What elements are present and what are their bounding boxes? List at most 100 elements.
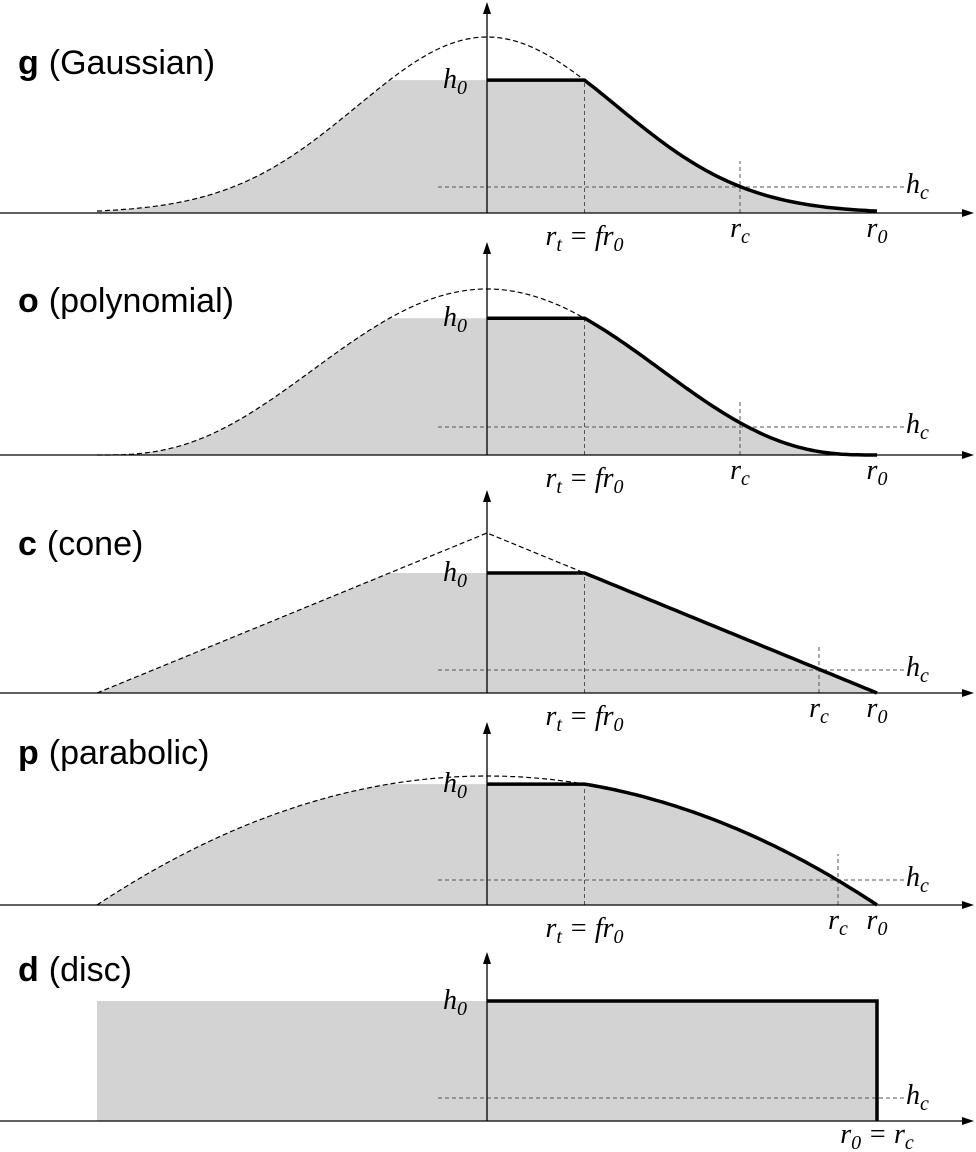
y-arrow (483, 242, 491, 254)
label-subscript: c (920, 1093, 929, 1115)
label-subscript: c (920, 182, 929, 204)
label-subscript: c (905, 1132, 914, 1152)
panel-name: (cone) (47, 525, 143, 563)
panel-name: (parabolic) (49, 734, 210, 772)
label: hc (906, 409, 929, 443)
x-arrow (962, 901, 974, 909)
label: rc (828, 905, 848, 939)
label-subscript: 0 (614, 476, 624, 498)
label-subscript: 0 (614, 714, 624, 736)
label-text: r (867, 213, 878, 244)
label-subscript: c (920, 422, 929, 444)
label-subscript: c (820, 706, 829, 728)
label-subscript: c (920, 875, 929, 897)
label-subscript: 0 (457, 781, 467, 803)
label: rc (809, 693, 829, 727)
truncated-profile (487, 316, 877, 457)
label-text: = fr (562, 913, 614, 944)
label-text: h (443, 303, 457, 334)
x-arrow (962, 1117, 974, 1125)
label-subscript: 0 (457, 998, 467, 1020)
label-subscript: 0 (877, 918, 887, 940)
label-text: h (443, 985, 457, 1016)
label-text: r (730, 213, 741, 244)
truncated-profile (487, 999, 879, 1121)
label-text: r (867, 693, 878, 724)
label-subscript: 0 (877, 226, 887, 248)
label-subscript: c (741, 468, 750, 490)
label-text: h (906, 652, 920, 683)
label-subscript: 0 (877, 468, 887, 490)
label: rt = fr0 (545, 463, 623, 497)
label-subscript: 0 (457, 77, 467, 99)
label-text: h (443, 557, 457, 588)
label: r0 (867, 693, 888, 727)
label-subscript: t (556, 926, 562, 948)
y-arrow (483, 490, 491, 502)
label-text: = fr (562, 463, 614, 494)
panel-letter: c (18, 525, 37, 563)
label-text: r (545, 463, 556, 494)
label: r0 = rc (840, 1119, 914, 1152)
label-text: = fr (562, 701, 614, 732)
label-text: r (730, 455, 741, 486)
label-text: r (809, 693, 820, 724)
panel-letter: o (18, 282, 39, 320)
label-text: h (443, 768, 457, 799)
panel-name: (disc) (49, 951, 132, 989)
label-subscript: t (556, 714, 562, 736)
label: r0 (867, 455, 888, 489)
truncated-profile (487, 782, 878, 907)
label: r0 (867, 213, 888, 247)
label-text: r (840, 1119, 851, 1150)
panel-letter: p (18, 734, 39, 772)
label-subscript: 0 (614, 234, 624, 256)
label-text: r (867, 455, 878, 486)
label-subscript: 0 (877, 706, 887, 728)
label-subscript: c (920, 665, 929, 687)
label-subscript: 0 (614, 926, 624, 948)
label-text: h (906, 169, 920, 200)
label: h0 (443, 557, 467, 591)
label: rc (730, 455, 750, 489)
label-text: h (906, 1080, 920, 1111)
panel-title: o (polynomial) (18, 282, 234, 320)
label: h0 (443, 985, 467, 1019)
x-arrow (962, 451, 974, 459)
label: rt = fr0 (545, 701, 623, 735)
label-text: r (545, 221, 556, 252)
label-subscript: c (741, 226, 750, 248)
label-text: r (828, 905, 839, 936)
panel-letter: d (18, 951, 39, 989)
label: hc (906, 652, 929, 686)
truncated-profile (487, 571, 878, 695)
label-text: r (545, 913, 556, 944)
panel-title: c (cone) (18, 525, 143, 563)
label-subscript: c (839, 918, 848, 940)
label: hc (906, 169, 929, 203)
y-arrow (483, 2, 491, 14)
label: hc (906, 1080, 929, 1114)
label: h0 (443, 768, 467, 802)
full-profile (96, 775, 585, 906)
truncated-profile (487, 78, 878, 213)
label-text: r (867, 905, 878, 936)
panel-title: g (Gaussian) (18, 44, 215, 82)
y-arrow (483, 952, 491, 964)
panel-name: (Gaussian) (49, 44, 215, 82)
label: hc (906, 862, 929, 896)
label-subscript: t (556, 234, 562, 256)
label-subscript: 0 (457, 570, 467, 592)
label: h0 (443, 65, 467, 99)
label: r0 (867, 905, 888, 939)
y-arrow (483, 722, 491, 734)
label-text: h (443, 65, 457, 96)
panel-title: p (parabolic) (18, 734, 209, 772)
label-text: h (906, 862, 920, 893)
full-profile (96, 36, 585, 212)
label-text: h (906, 409, 920, 440)
label: rt = fr0 (545, 913, 623, 947)
label-subscript: 0 (457, 315, 467, 337)
label-text: r (545, 701, 556, 732)
